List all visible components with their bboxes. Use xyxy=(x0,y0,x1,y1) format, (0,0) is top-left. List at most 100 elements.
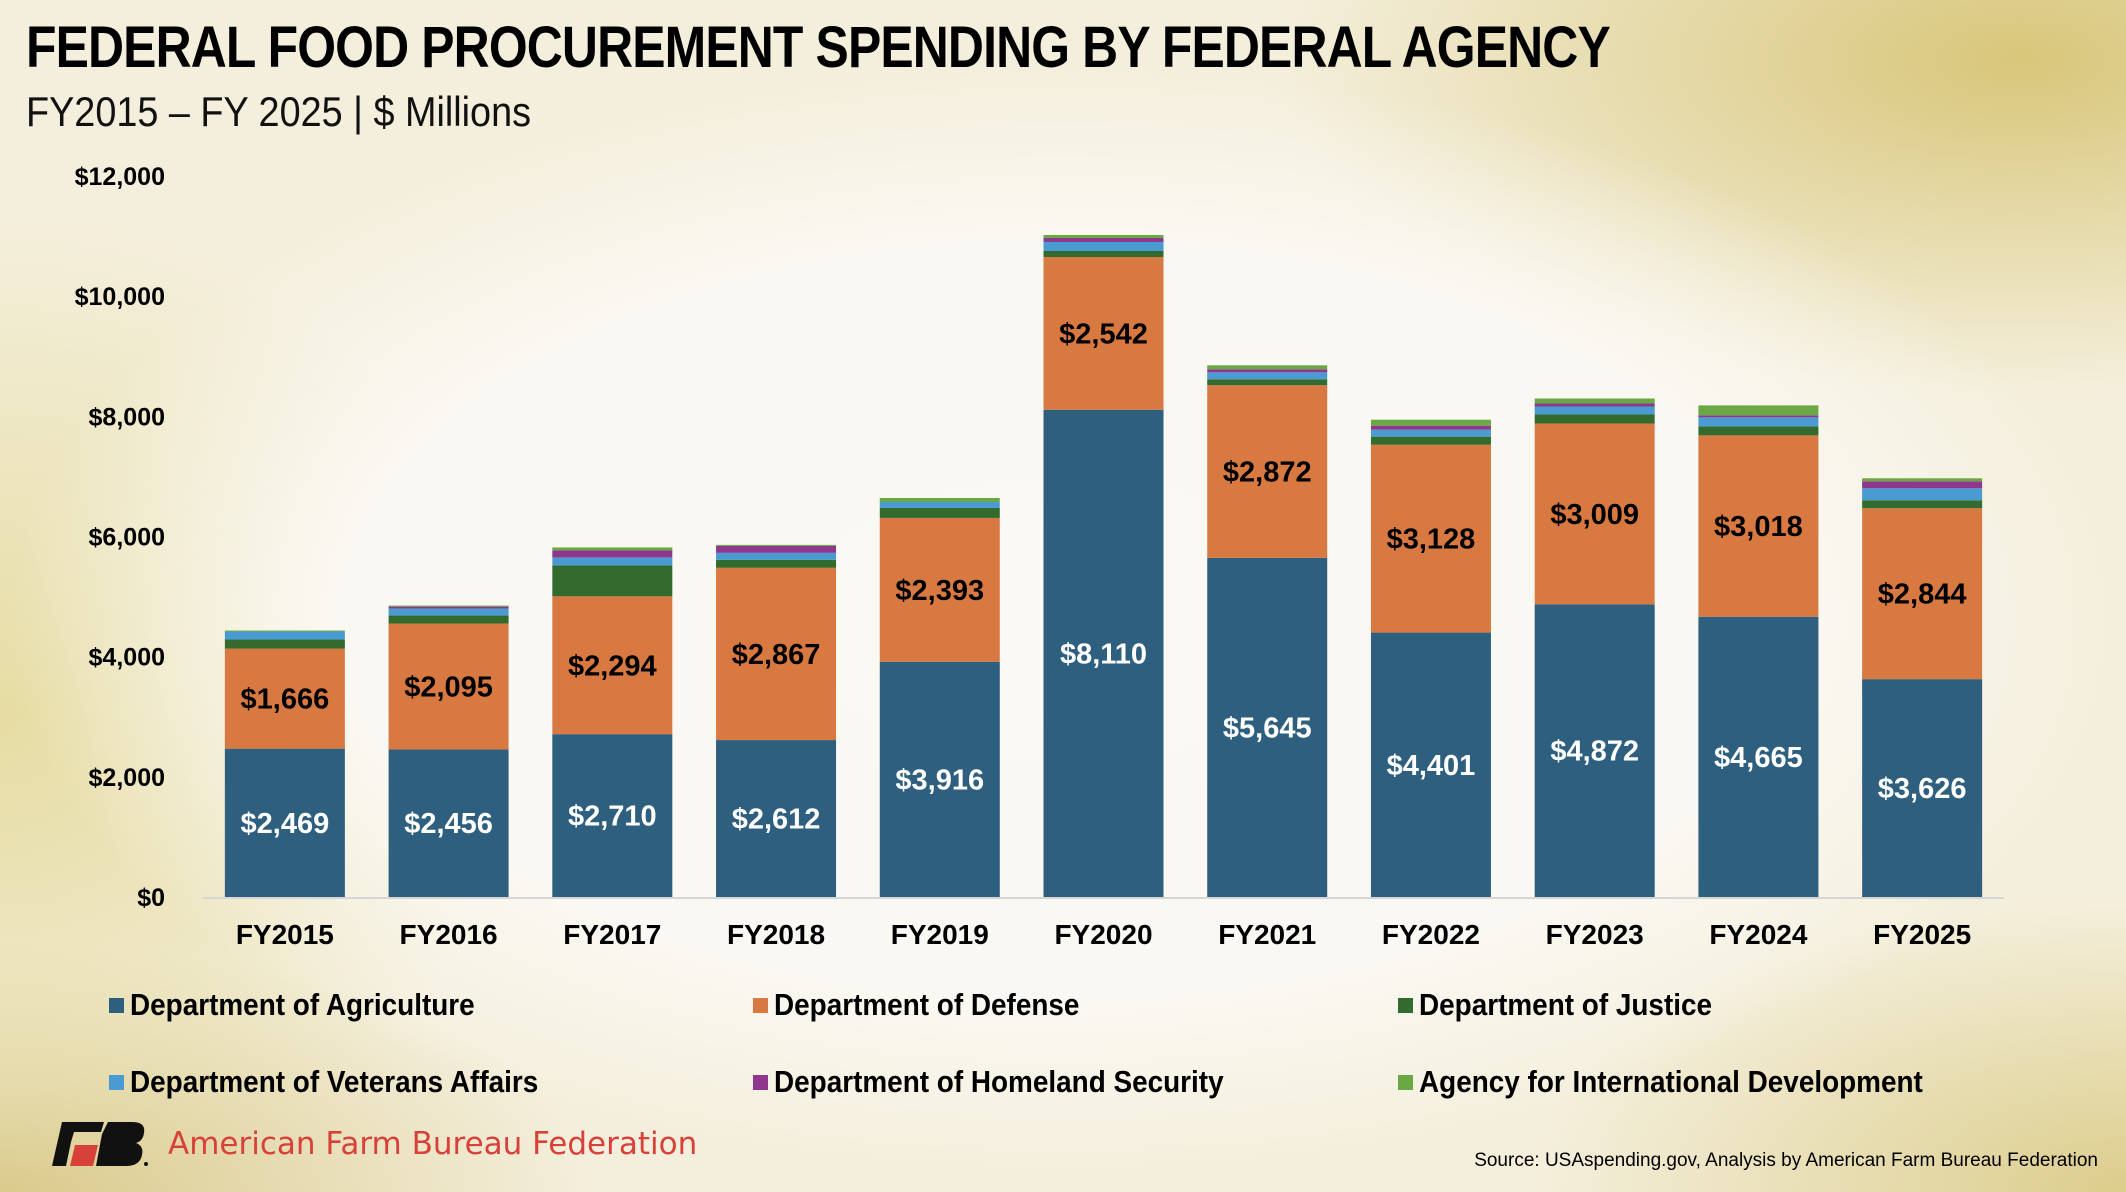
bar-segment-department-of-agriculture-fy2020 xyxy=(1043,409,1164,897)
data-label-department-of-defense-fy2022: $3,128 xyxy=(1387,524,1476,556)
bar-segment-department-of-veterans-affairs-fy2016 xyxy=(388,608,509,616)
data-label-department-of-agriculture-fy2022: $4,401 xyxy=(1387,750,1476,782)
x-tick-label: FY2022 xyxy=(1382,919,1480,950)
data-label-department-of-defense-fy2017: $2,294 xyxy=(568,650,657,682)
bar-segment-department-of-homeland-security-fy2017 xyxy=(552,550,673,558)
data-label-department-of-agriculture-fy2019: $3,916 xyxy=(895,764,984,796)
bar-segment-department-of-justice-fy2019 xyxy=(879,507,1000,518)
y-tick-label: $2,000 xyxy=(89,764,165,792)
data-label-department-of-defense-fy2018: $2,867 xyxy=(732,639,821,671)
data-label-department-of-agriculture-fy2015: $2,469 xyxy=(241,808,330,840)
bar-segment-department-of-homeland-security-fy2024 xyxy=(1698,415,1819,418)
bar-segment-department-of-veterans-affairs-fy2018 xyxy=(716,552,837,560)
y-tick-label: $12,000 xyxy=(75,163,165,191)
bar-segment-department-of-veterans-affairs-fy2021 xyxy=(1207,372,1328,380)
bar-segment-department-of-justice-fy2015 xyxy=(224,639,345,649)
bar-segment-department-of-agriculture-fy2018 xyxy=(716,740,837,897)
data-label-department-of-defense-fy2015: $1,666 xyxy=(241,684,330,716)
bar-segment-department-of-justice-fy2022 xyxy=(1370,436,1491,445)
bar-segment-department-of-justice-fy2025 xyxy=(1862,500,1983,509)
bar-segment-agency-for-international-development-fy2016 xyxy=(388,605,509,607)
bars xyxy=(224,235,1983,897)
x-tick-label: FY2020 xyxy=(1054,919,1152,950)
legend-label: Department of Justice xyxy=(1419,987,1713,1022)
bar-segment-department-of-justice-fy2018 xyxy=(716,559,837,568)
data-label-department-of-defense-fy2025: $2,844 xyxy=(1878,579,1967,611)
bar-segment-department-of-defense-fy2018 xyxy=(716,567,837,741)
legend-item-veterans-affairs: Department of Veterans Affairs xyxy=(109,1064,584,1100)
bar-segment-department-of-homeland-security-fy2021 xyxy=(1207,369,1328,373)
bar-segment-department-of-justice-fy2017 xyxy=(552,565,673,597)
bar-segment-department-of-agriculture-fy2019 xyxy=(879,661,1000,897)
data-label-department-of-defense-fy2024: $3,018 xyxy=(1714,511,1803,543)
bar-segment-department-of-homeland-security-fy2025 xyxy=(1862,481,1983,489)
legend-item-agriculture: Department of Agriculture xyxy=(109,987,513,1023)
chart-subtitle: FY2015 – FY 2025 | $ Millions xyxy=(26,88,532,135)
bar-segment-department-of-agriculture-fy2016 xyxy=(388,749,509,897)
legend-label: Department of Defense xyxy=(774,987,1080,1022)
bar-segment-department-of-justice-fy2023 xyxy=(1534,414,1655,424)
bar-segment-department-of-defense-fy2020 xyxy=(1043,256,1164,410)
legend-item-homeland-security: Department of Homeland Security xyxy=(753,1064,1274,1100)
bar-segment-department-of-veterans-affairs-fy2019 xyxy=(879,501,1000,508)
bar-segment-department-of-justice-fy2020 xyxy=(1043,250,1164,257)
bar-segment-department-of-agriculture-fy2024 xyxy=(1698,616,1819,897)
data-label-department-of-defense-fy2023: $3,009 xyxy=(1550,499,1639,531)
y-axis: $0 $2,000 $4,000 $6,000 $8,000 $10,000 $12,000 xyxy=(75,163,165,912)
bar-segment-department-of-defense-fy2022 xyxy=(1370,444,1491,633)
bar-segment-department-of-agriculture-fy2025 xyxy=(1862,679,1983,897)
bar-segment-department-of-homeland-security-fy2016 xyxy=(388,606,509,609)
bar-segment-department-of-veterans-affairs-fy2024 xyxy=(1698,417,1819,427)
legend-swatch-homeland-security xyxy=(753,1074,768,1090)
bar-segment-agency-for-international-development-fy2020 xyxy=(1043,235,1164,239)
data-label-department-of-agriculture-fy2017: $2,710 xyxy=(568,801,657,833)
bar-segment-agency-for-international-development-fy2018 xyxy=(716,544,837,546)
bar-segment-agency-for-international-development-fy2023 xyxy=(1534,398,1655,404)
legend-item-justice: Department of Justice xyxy=(1398,987,1745,1023)
legend-label: Department of Homeland Security xyxy=(774,1064,1224,1099)
y-tick-label: $10,000 xyxy=(75,283,165,311)
x-tick-label: FY2023 xyxy=(1546,919,1644,950)
legend-item-international-development: Agency for International Development xyxy=(1398,1064,1979,1100)
legend-label: Department of Veterans Affairs xyxy=(130,1064,539,1099)
bar-segment-department-of-agriculture-fy2017 xyxy=(552,734,673,897)
source-note: Source: USAspending.gov, Analysis by Ame… xyxy=(1474,1150,2098,1171)
bar-segment-agency-for-international-development-fy2015 xyxy=(224,630,345,632)
data-label-department-of-agriculture-fy2024: $4,665 xyxy=(1714,742,1803,774)
bar-segment-department-of-agriculture-fy2015 xyxy=(224,748,345,897)
bar-segment-department-of-defense-fy2023 xyxy=(1534,423,1655,605)
bar-segment-department-of-justice-fy2024 xyxy=(1698,426,1819,436)
x-axis: FY2015 FY2016 FY2017 FY2018 FY2019 FY2020 FY20… xyxy=(236,919,1971,950)
bar-segment-agency-for-international-development-fy2017 xyxy=(552,547,673,551)
bar-segment-department-of-veterans-affairs-fy2015 xyxy=(224,631,345,640)
legend-label: Department of Agriculture xyxy=(130,987,475,1022)
x-tick-label: FY2017 xyxy=(563,919,661,950)
bar-segment-agency-for-international-development-fy2019 xyxy=(879,497,1000,502)
bar-segment-agency-for-international-development-fy2025 xyxy=(1862,478,1983,482)
x-tick-label: FY2025 xyxy=(1873,919,1971,950)
data-label-department-of-agriculture-fy2018: $2,612 xyxy=(732,804,821,836)
bar-segment-department-of-homeland-security-fy2022 xyxy=(1370,425,1491,430)
legend-swatch-veterans-affairs xyxy=(109,1074,124,1090)
bar-segment-department-of-homeland-security-fy2018 xyxy=(716,545,837,553)
x-tick-label: FY2024 xyxy=(1709,919,1807,950)
bar-segment-department-of-defense-fy2019 xyxy=(879,517,1000,662)
bar-segment-department-of-agriculture-fy2021 xyxy=(1207,557,1328,897)
bar-segment-department-of-defense-fy2025 xyxy=(1862,508,1983,680)
bar-segment-department-of-justice-fy2016 xyxy=(388,615,509,624)
x-tick-label: FY2016 xyxy=(400,919,498,950)
data-label-department-of-defense-fy2021: $2,872 xyxy=(1223,457,1312,489)
bar-segment-department-of-justice-fy2021 xyxy=(1207,379,1328,386)
bar-segment-department-of-agriculture-fy2022 xyxy=(1370,632,1491,897)
legend-swatch-international-development xyxy=(1398,1074,1413,1090)
farm-bureau-fb-icon xyxy=(52,1122,148,1166)
x-tick-label: FY2015 xyxy=(236,919,334,950)
chart-title: FEDERAL FOOD PROCUREMENT SPENDING BY FED… xyxy=(26,15,1611,80)
data-label-department-of-agriculture-fy2023: $4,872 xyxy=(1550,736,1639,768)
bar-segment-department-of-veterans-affairs-fy2023 xyxy=(1534,406,1655,415)
bar-segment-department-of-veterans-affairs-fy2022 xyxy=(1370,429,1491,437)
legend-swatch-defense xyxy=(753,997,768,1013)
y-tick-label: $4,000 xyxy=(89,644,165,672)
data-label-department-of-defense-fy2016: $2,095 xyxy=(404,671,493,703)
data-label-department-of-agriculture-fy2025: $3,626 xyxy=(1878,773,1967,805)
